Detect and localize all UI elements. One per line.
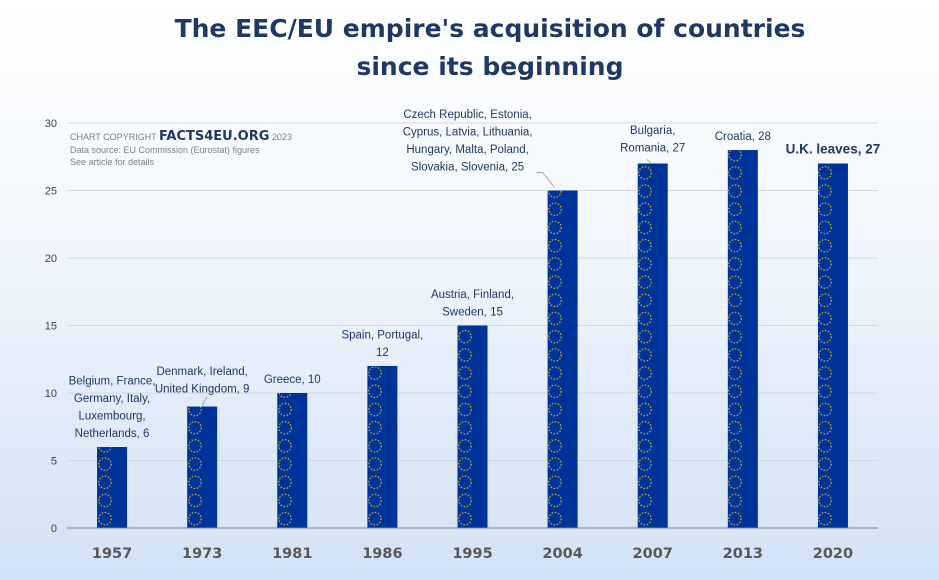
- data-label-2013: Croatia, 28: [715, 131, 771, 143]
- x-category-label: 2004: [542, 546, 582, 562]
- y-tick-label: 10: [45, 388, 57, 400]
- data-label-2020: U.K. leaves, 27: [786, 142, 881, 157]
- x-category-label: 1957: [92, 546, 132, 562]
- bar-stars-2020: [817, 163, 848, 528]
- brand-name: FACTS4EU.ORG: [159, 129, 270, 144]
- leader-line: [201, 396, 208, 406]
- data-label-line: 12: [376, 347, 389, 359]
- data-label-2007: Bulgaria, Romania, 27: [620, 125, 685, 155]
- bar-stars-1957: [97, 447, 128, 528]
- bar-stars-1981: [277, 393, 308, 528]
- data-source-note: Data source: EU Commission (Eurostat) fi…: [70, 144, 260, 155]
- data-label-line: Spain, Portugal,: [341, 330, 423, 342]
- data-label-line: Romania, 27: [620, 143, 685, 155]
- data-label-2004: Czech Republic, Estonia, Cyprus, Latvia, …: [403, 109, 533, 174]
- data-label-line: Greece, 10: [264, 374, 321, 386]
- copyright-line: CHART COPYRIGHT FACTS4EU.ORG 2023: [70, 129, 292, 144]
- x-category-label: 1986: [362, 546, 402, 562]
- chart-credit: CHART COPYRIGHT FACTS4EU.ORG 2023 Data s…: [70, 129, 292, 169]
- y-tick-label: 30: [45, 118, 57, 130]
- chart-title-line-1: The EEC/EU empire's acquisition of count…: [174, 14, 806, 43]
- bar-stars-1995: [457, 325, 488, 528]
- chart-title: The EEC/EU empire's acquisition of count…: [0, 10, 939, 86]
- data-label-line: Croatia, 28: [715, 131, 771, 143]
- data-label-line: Hungary, Malta, Poland,: [406, 144, 529, 156]
- bar-stars-2013: [727, 150, 758, 528]
- bar-stars-2007: [637, 163, 668, 528]
- data-label-1981: Greece, 10: [264, 374, 321, 386]
- copyright-year: 2023: [271, 132, 292, 142]
- data-label-line: Cyprus, Latvia, Lithuania,: [403, 127, 533, 139]
- data-label-line: Netherlands, 6: [75, 428, 150, 440]
- data-label-1957: Belgium, France, Germany, Italy, Luxembour…: [69, 376, 156, 441]
- data-label-1995: Austria, Finland, Sweden, 15: [431, 289, 514, 319]
- x-category-label: 2007: [633, 546, 673, 562]
- y-tick-label: 5: [51, 456, 57, 468]
- leader-line: [646, 159, 652, 163]
- data-label-line: Czech Republic, Estonia,: [403, 109, 531, 121]
- x-category-label: 2013: [723, 546, 763, 562]
- copyright-prefix: CHART COPYRIGHT: [70, 132, 157, 142]
- data-label-1973: Denmark, Ireland, United Kingdom, 9: [155, 366, 250, 396]
- y-tick-label: 20: [45, 253, 57, 265]
- data-label-line: Bulgaria,: [630, 125, 675, 137]
- y-tick-label: 25: [45, 186, 57, 198]
- bar-stars-1986: [367, 366, 398, 528]
- x-category-label: 1981: [272, 546, 312, 562]
- data-label-line: Sweden, 15: [442, 307, 503, 319]
- chart-title-line-2: since its beginning: [356, 52, 624, 81]
- data-label-line: Slovakia, Slovenia, 25: [411, 162, 524, 174]
- bars: [97, 150, 848, 528]
- data-label-line: Austria, Finland,: [431, 289, 514, 301]
- leader-lines: [201, 159, 652, 406]
- data-label-line: U.K. leaves, 27: [786, 142, 881, 157]
- x-category-label: 1995: [452, 546, 492, 562]
- bar-stars-2004: [547, 190, 578, 528]
- x-category-label: 1973: [182, 546, 222, 562]
- x-category-label: 2020: [813, 546, 853, 562]
- data-label-line: Denmark, Ireland,: [156, 366, 247, 378]
- y-axis-ticks: 0 5 10 15 20 25 30: [45, 118, 57, 535]
- data-label-line: Luxembourg,: [78, 411, 145, 423]
- bar-stars-1973: [187, 406, 218, 528]
- data-label-line: Germany, Italy,: [74, 393, 150, 405]
- leader-line: [536, 172, 556, 188]
- data-labels: Belgium, France, Germany, Italy, Luxembour…: [69, 109, 881, 440]
- data-label-1986: Spain, Portugal, 12: [341, 330, 423, 360]
- data-label-line: Belgium, France,: [69, 376, 156, 388]
- y-tick-label: 15: [45, 321, 57, 333]
- x-axis-categories: 1957 1973 1981 1986 1995 2004 2007 2013 2020: [92, 546, 853, 562]
- y-tick-label: 0: [51, 523, 57, 535]
- article-note: See article for details: [70, 157, 155, 167]
- data-label-line: United Kingdom, 9: [155, 384, 250, 396]
